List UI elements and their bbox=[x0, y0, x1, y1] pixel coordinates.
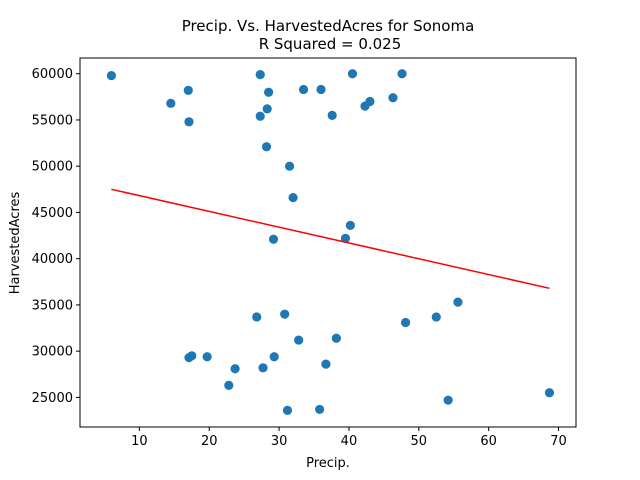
scatter-point bbox=[268, 234, 279, 244]
scatter-point bbox=[255, 70, 265, 80]
x-tick-label: 40 bbox=[341, 434, 358, 449]
scatter-point bbox=[397, 69, 407, 79]
scatter-point bbox=[388, 93, 398, 103]
scatter-point bbox=[544, 388, 555, 398]
scatter-point bbox=[262, 104, 272, 114]
scatter-point bbox=[264, 87, 274, 97]
scatter-point bbox=[294, 335, 304, 345]
scatter-point bbox=[258, 363, 268, 373]
scatter-point bbox=[261, 142, 272, 152]
x-axis: 10 20 30 40 50 60 70 bbox=[131, 427, 567, 449]
scatter-point bbox=[184, 117, 194, 127]
y-tick-label: 50000 bbox=[32, 160, 73, 175]
y-tick-label: 55000 bbox=[32, 113, 73, 128]
x-tick-label: 70 bbox=[550, 434, 567, 449]
y-tick-label: 35000 bbox=[32, 298, 73, 313]
scatter-point bbox=[345, 220, 355, 230]
y-tick-label: 25000 bbox=[32, 391, 73, 406]
scatter-point bbox=[183, 85, 193, 95]
scatter-point bbox=[316, 84, 326, 95]
scatter-point bbox=[255, 111, 265, 121]
scatter-point bbox=[282, 405, 293, 415]
y-axis-label: HarvestedAcres bbox=[8, 192, 23, 295]
regression-line bbox=[111, 188, 550, 290]
scatter-point bbox=[431, 312, 441, 322]
scatter-point bbox=[327, 110, 337, 120]
scatter-point bbox=[106, 70, 117, 81]
scatter-point bbox=[202, 352, 212, 362]
scatter-point bbox=[298, 84, 309, 95]
scatter-point bbox=[280, 309, 290, 319]
scatter-point bbox=[269, 352, 279, 362]
scatter-point bbox=[230, 364, 240, 374]
scatter-point bbox=[453, 297, 463, 307]
scatter-point bbox=[166, 98, 176, 108]
x-tick-label: 10 bbox=[131, 434, 148, 449]
x-tick-label: 50 bbox=[411, 434, 428, 449]
data-series bbox=[106, 69, 555, 415]
scatter-point bbox=[365, 96, 375, 107]
scatter-point bbox=[315, 404, 325, 415]
scatter-point bbox=[224, 380, 234, 390]
scatter-point bbox=[340, 233, 351, 243]
scatter-point bbox=[400, 317, 411, 328]
scatter-point bbox=[321, 359, 331, 369]
y-tick-label: 30000 bbox=[32, 345, 73, 360]
x-tick-label: 30 bbox=[271, 434, 288, 449]
scatter-point bbox=[443, 395, 453, 405]
chart-title: Precip. Vs. HarvestedAcres for Sonoma bbox=[182, 17, 475, 35]
x-tick-label: 60 bbox=[480, 434, 497, 449]
scatter-point bbox=[252, 312, 262, 322]
scatter-point bbox=[288, 193, 298, 203]
chart-subtitle: R Squared = 0.025 bbox=[259, 35, 402, 53]
scatter-point bbox=[187, 351, 197, 361]
y-tick-label: 60000 bbox=[32, 67, 73, 82]
y-tick-label: 45000 bbox=[32, 206, 73, 221]
x-tick-label: 20 bbox=[201, 434, 218, 449]
axes-frame bbox=[79, 57, 577, 428]
y-tick-label: 40000 bbox=[32, 252, 73, 267]
scatter-point bbox=[347, 69, 358, 79]
scatter-point bbox=[284, 161, 295, 171]
y-axis: 25000 30000 35000 40000 45000 50000 55000 60000 bbox=[32, 67, 80, 406]
x-axis-label: Precip. bbox=[306, 456, 350, 471]
scatter-point bbox=[331, 333, 341, 343]
